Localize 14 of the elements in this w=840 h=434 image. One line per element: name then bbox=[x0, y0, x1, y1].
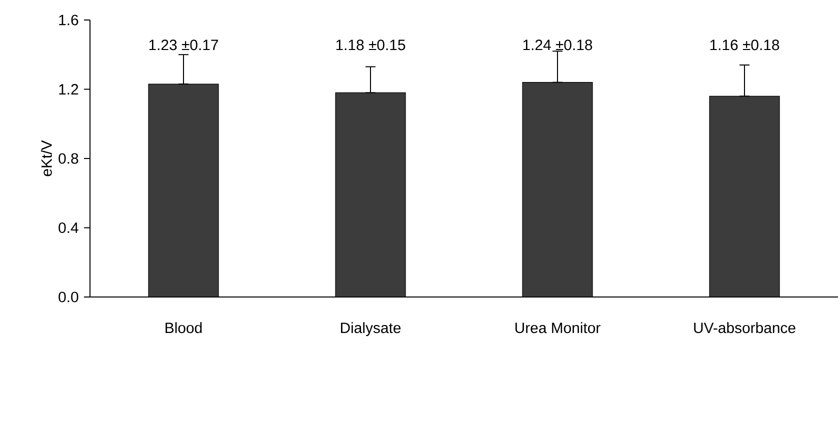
y-tick-label: 0.8 bbox=[58, 153, 78, 164]
y-tick-label: 1.2 bbox=[59, 84, 78, 94]
x-tick-label: Dialysate bbox=[340, 322, 401, 336]
data-label: 1.23 ±0.17 bbox=[149, 40, 218, 50]
data-label: 1.24 ±0.18 bbox=[523, 40, 592, 50]
y-axis-title: eKt/V bbox=[40, 140, 52, 176]
x-tick-label: Blood bbox=[166, 322, 202, 334]
x-tick-label: Urea Monitor bbox=[515, 322, 600, 334]
y-tick-label: 0.0 bbox=[58, 292, 78, 302]
data-label: 1.18 ±0.15 bbox=[336, 40, 406, 50]
y-tick-label: 0.4 bbox=[58, 222, 78, 234]
data-label: 1.16 ±0.18 bbox=[710, 40, 780, 50]
y-tick-label: 1.6 bbox=[59, 14, 78, 26]
x-tick-label: UV-absorbance bbox=[694, 322, 796, 334]
